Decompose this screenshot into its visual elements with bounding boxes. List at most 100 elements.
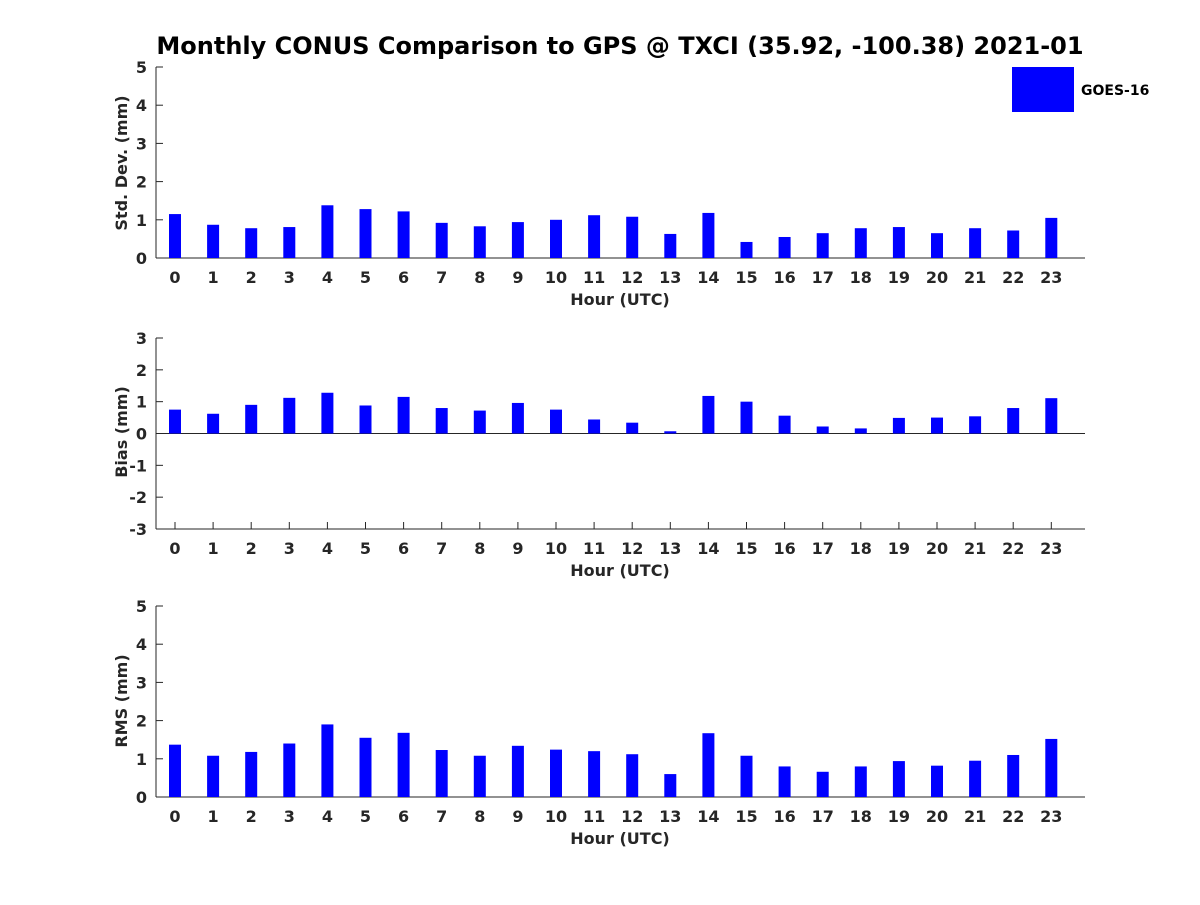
x-tick-label: 10 — [545, 268, 567, 287]
x-tick-label: 13 — [659, 807, 681, 826]
x-tick-label: 19 — [888, 268, 910, 287]
bar — [588, 215, 601, 258]
x-tick-label: 20 — [926, 807, 948, 826]
x-tick-label: 21 — [964, 539, 986, 558]
x-tick-label: 5 — [360, 807, 371, 826]
bar — [969, 416, 982, 434]
bar — [473, 226, 486, 258]
x-tick-label: 2 — [246, 539, 257, 558]
x-tick-label: 10 — [545, 807, 567, 826]
bar — [1007, 754, 1020, 797]
x-tick-label: 6 — [398, 807, 409, 826]
x-tick-label: 10 — [545, 539, 567, 558]
x-tick-label: 5 — [360, 268, 371, 287]
bar — [588, 751, 601, 797]
x-tick-label: 23 — [1040, 268, 1062, 287]
bar — [854, 428, 867, 434]
x-tick-label: 18 — [850, 807, 872, 826]
x-tick-label: 8 — [474, 268, 485, 287]
x-axis-label: Hour (UTC) — [570, 829, 670, 848]
bar — [778, 766, 791, 797]
x-tick-label: 3 — [284, 268, 295, 287]
y-tick-label: 4 — [136, 635, 147, 654]
bar — [359, 209, 372, 258]
x-tick-label: 14 — [697, 539, 719, 558]
bar — [664, 431, 677, 434]
x-tick-label: 1 — [208, 539, 219, 558]
bar — [550, 219, 562, 258]
y-axis-label: Bias (mm) — [112, 386, 131, 478]
bar — [816, 426, 829, 434]
bar — [283, 743, 296, 797]
bar — [702, 395, 715, 434]
y-tick-label: 3 — [136, 673, 147, 692]
bar — [245, 404, 258, 434]
bar — [397, 732, 410, 797]
bar — [1045, 738, 1058, 797]
y-tick-label: 0 — [136, 788, 147, 807]
bar — [778, 415, 791, 434]
x-tick-label: 15 — [735, 268, 757, 287]
bar — [435, 222, 448, 258]
bar — [169, 214, 181, 258]
bar — [397, 211, 410, 258]
bar — [588, 419, 601, 434]
x-tick-label: 15 — [735, 539, 757, 558]
y-tick-label: 0 — [136, 425, 147, 444]
y-tick-label: -2 — [129, 488, 147, 507]
bar — [931, 417, 943, 434]
x-tick-label: 19 — [888, 807, 910, 826]
x-tick-label: 17 — [812, 268, 834, 287]
y-tick-label: 1 — [136, 211, 147, 230]
x-tick-label: 21 — [964, 268, 986, 287]
x-tick-label: 5 — [360, 539, 371, 558]
x-tick-label: 11 — [583, 539, 605, 558]
x-tick-label: 0 — [169, 539, 180, 558]
bar — [854, 228, 867, 258]
x-axis-label: Hour (UTC) — [570, 290, 670, 309]
x-tick-label: 20 — [926, 539, 948, 558]
y-tick-label: 3 — [136, 134, 147, 153]
bar — [664, 774, 677, 797]
bar — [969, 228, 982, 258]
bar — [321, 392, 334, 434]
bar — [511, 745, 524, 797]
bar — [321, 724, 334, 797]
x-tick-label: 8 — [474, 539, 485, 558]
bar — [1045, 398, 1058, 434]
bar — [892, 227, 905, 258]
bar — [435, 408, 448, 434]
legend-swatch — [1012, 67, 1074, 112]
bar — [169, 409, 181, 434]
x-tick-label: 6 — [398, 268, 409, 287]
x-tick-label: 9 — [512, 539, 523, 558]
x-tick-label: 11 — [583, 268, 605, 287]
y-tick-label: 4 — [136, 96, 147, 115]
bar — [740, 241, 753, 258]
y-tick-label: -1 — [129, 456, 147, 475]
bar — [207, 224, 220, 258]
bar — [511, 222, 524, 258]
bar — [702, 733, 715, 797]
bar — [245, 751, 258, 797]
x-tick-label: 22 — [1002, 807, 1024, 826]
x-tick-label: 18 — [850, 268, 872, 287]
bar — [740, 401, 753, 434]
y-tick-label: 2 — [136, 173, 147, 192]
bar — [626, 754, 639, 797]
x-tick-label: 2 — [246, 268, 257, 287]
x-tick-label: 16 — [773, 268, 795, 287]
x-tick-label: 7 — [436, 268, 447, 287]
x-tick-label: 7 — [436, 807, 447, 826]
bar — [626, 422, 639, 434]
bar — [626, 216, 639, 258]
x-tick-label: 22 — [1002, 539, 1024, 558]
x-tick-label: 4 — [322, 539, 333, 558]
bar — [435, 750, 448, 797]
x-tick-label: 8 — [474, 807, 485, 826]
y-tick-label: 2 — [136, 361, 147, 380]
